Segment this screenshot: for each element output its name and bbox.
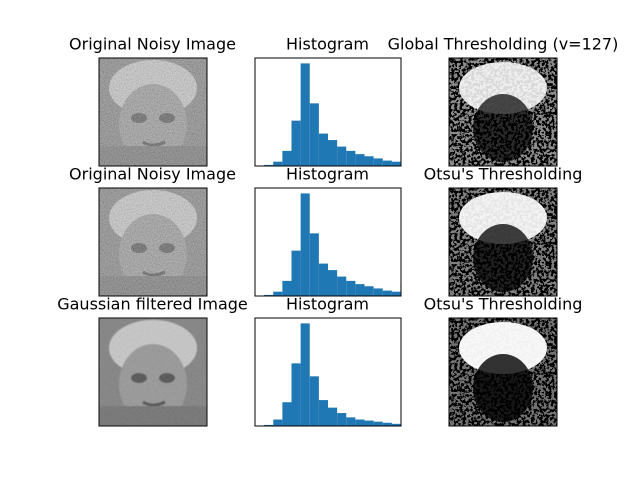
thresh-title-row-2: Otsu's Thresholding — [424, 165, 583, 184]
histogram-bar — [328, 270, 338, 296]
histogram-bar — [264, 424, 274, 426]
histogram-bar — [391, 423, 401, 426]
histogram-bar — [355, 419, 365, 426]
histogram-bar — [346, 417, 356, 426]
histogram-row-1 — [254, 57, 402, 167]
hist-title-row-3: Histogram — [286, 295, 369, 314]
histogram-bar — [337, 413, 347, 426]
noisy-image-row-2 — [98, 187, 208, 297]
histogram-bar — [291, 363, 301, 426]
histogram-bar — [318, 133, 329, 166]
histogram-bar — [309, 103, 319, 166]
histogram-bar — [291, 120, 301, 166]
histogram-bar — [300, 193, 310, 296]
histogram-bar — [264, 294, 274, 296]
histogram-bar — [364, 156, 374, 166]
histogram-bar — [282, 402, 292, 426]
histogram-bar — [382, 160, 392, 166]
histogram-bar — [328, 140, 338, 166]
histogram-bar — [337, 276, 347, 296]
histogram-bar — [355, 284, 365, 296]
histogram-bar — [373, 421, 383, 426]
image-title-row-2: Original Noisy Image — [69, 165, 236, 184]
histogram-bar — [373, 158, 383, 166]
histogram-bar — [382, 422, 392, 426]
histogram-bar — [273, 419, 283, 426]
threshold-image-row-3 — [448, 317, 558, 427]
histogram-bar — [346, 150, 356, 166]
histogram-bar — [300, 63, 310, 166]
gaussian-image-row-3 — [98, 317, 208, 427]
hist-title-row-2: Histogram — [286, 165, 369, 184]
histogram-bar — [382, 290, 392, 296]
histogram-bar — [309, 233, 319, 296]
thresh-title-row-1: Global Thresholding (v=127) — [388, 35, 619, 54]
histogram-bar — [309, 376, 319, 426]
histogram-bar — [364, 286, 374, 296]
histogram-bar — [318, 263, 329, 296]
histogram-bar — [273, 161, 283, 166]
histogram-bar — [391, 291, 401, 296]
histogram-bar — [264, 164, 274, 166]
threshold-image-row-1 — [448, 57, 558, 167]
histogram-bar — [318, 400, 329, 426]
histogram-bar — [282, 150, 292, 166]
histogram-bar — [364, 420, 374, 426]
histogram-bar — [337, 146, 347, 166]
threshold-image-row-2 — [448, 187, 558, 297]
histogram-bar — [273, 291, 283, 296]
histogram-bar — [300, 323, 310, 426]
image-title-row-3: Gaussian filtered Image — [57, 295, 248, 314]
histogram-bar — [391, 161, 401, 166]
histogram-bar — [346, 280, 356, 296]
histogram-bar — [328, 407, 338, 426]
histogram-bar — [355, 154, 365, 166]
histogram-row-3 — [254, 317, 402, 427]
histogram-bar — [291, 250, 301, 296]
hist-title-row-1: Histogram — [286, 35, 369, 54]
histogram-bar — [373, 288, 383, 296]
histogram-bar — [282, 280, 292, 296]
histogram-row-2 — [254, 187, 402, 297]
image-title-row-1: Original Noisy Image — [69, 35, 236, 54]
thresh-title-row-3: Otsu's Thresholding — [424, 295, 583, 314]
noisy-image-row-1 — [98, 57, 208, 167]
